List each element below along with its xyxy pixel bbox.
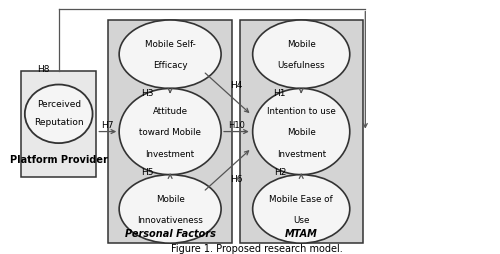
Text: Innovativeness: Innovativeness xyxy=(137,215,203,224)
Text: Investment: Investment xyxy=(276,149,326,158)
Text: Figure 1. Proposed research model.: Figure 1. Proposed research model. xyxy=(170,243,342,253)
Text: H2: H2 xyxy=(274,167,286,176)
Text: Mobile: Mobile xyxy=(287,128,316,137)
Text: Investment: Investment xyxy=(146,149,194,158)
Text: H6: H6 xyxy=(230,174,242,183)
Text: toward Mobile: toward Mobile xyxy=(139,128,201,137)
Text: Personal Factors: Personal Factors xyxy=(125,228,216,238)
Ellipse shape xyxy=(25,85,92,144)
Text: H10: H10 xyxy=(228,121,245,130)
FancyBboxPatch shape xyxy=(240,21,364,243)
FancyBboxPatch shape xyxy=(108,21,232,243)
Text: H8: H8 xyxy=(36,65,49,73)
Text: Mobile: Mobile xyxy=(156,194,184,203)
Text: Attitude: Attitude xyxy=(152,106,188,115)
Ellipse shape xyxy=(119,175,221,243)
Text: Mobile Ease of: Mobile Ease of xyxy=(270,194,333,203)
Text: Efficacy: Efficacy xyxy=(153,61,188,70)
Text: H1: H1 xyxy=(274,88,286,97)
Text: Reputation: Reputation xyxy=(34,117,84,126)
Text: H3: H3 xyxy=(141,88,154,97)
Text: Perceived: Perceived xyxy=(36,100,81,109)
Ellipse shape xyxy=(252,21,350,89)
Text: MTAM: MTAM xyxy=(285,228,318,238)
Text: Mobile Self-: Mobile Self- xyxy=(144,40,196,49)
Text: Use: Use xyxy=(293,215,310,224)
Text: H7: H7 xyxy=(101,121,114,130)
Ellipse shape xyxy=(119,21,221,89)
Text: Platform Provider: Platform Provider xyxy=(10,155,108,165)
Ellipse shape xyxy=(119,89,221,175)
Ellipse shape xyxy=(252,89,350,175)
Ellipse shape xyxy=(252,175,350,243)
FancyBboxPatch shape xyxy=(21,71,96,178)
Text: H5: H5 xyxy=(141,167,154,176)
Text: H4: H4 xyxy=(230,81,242,90)
Text: Usefulness: Usefulness xyxy=(278,61,325,70)
Text: Intention to use: Intention to use xyxy=(267,106,336,115)
Text: Mobile: Mobile xyxy=(287,40,316,49)
